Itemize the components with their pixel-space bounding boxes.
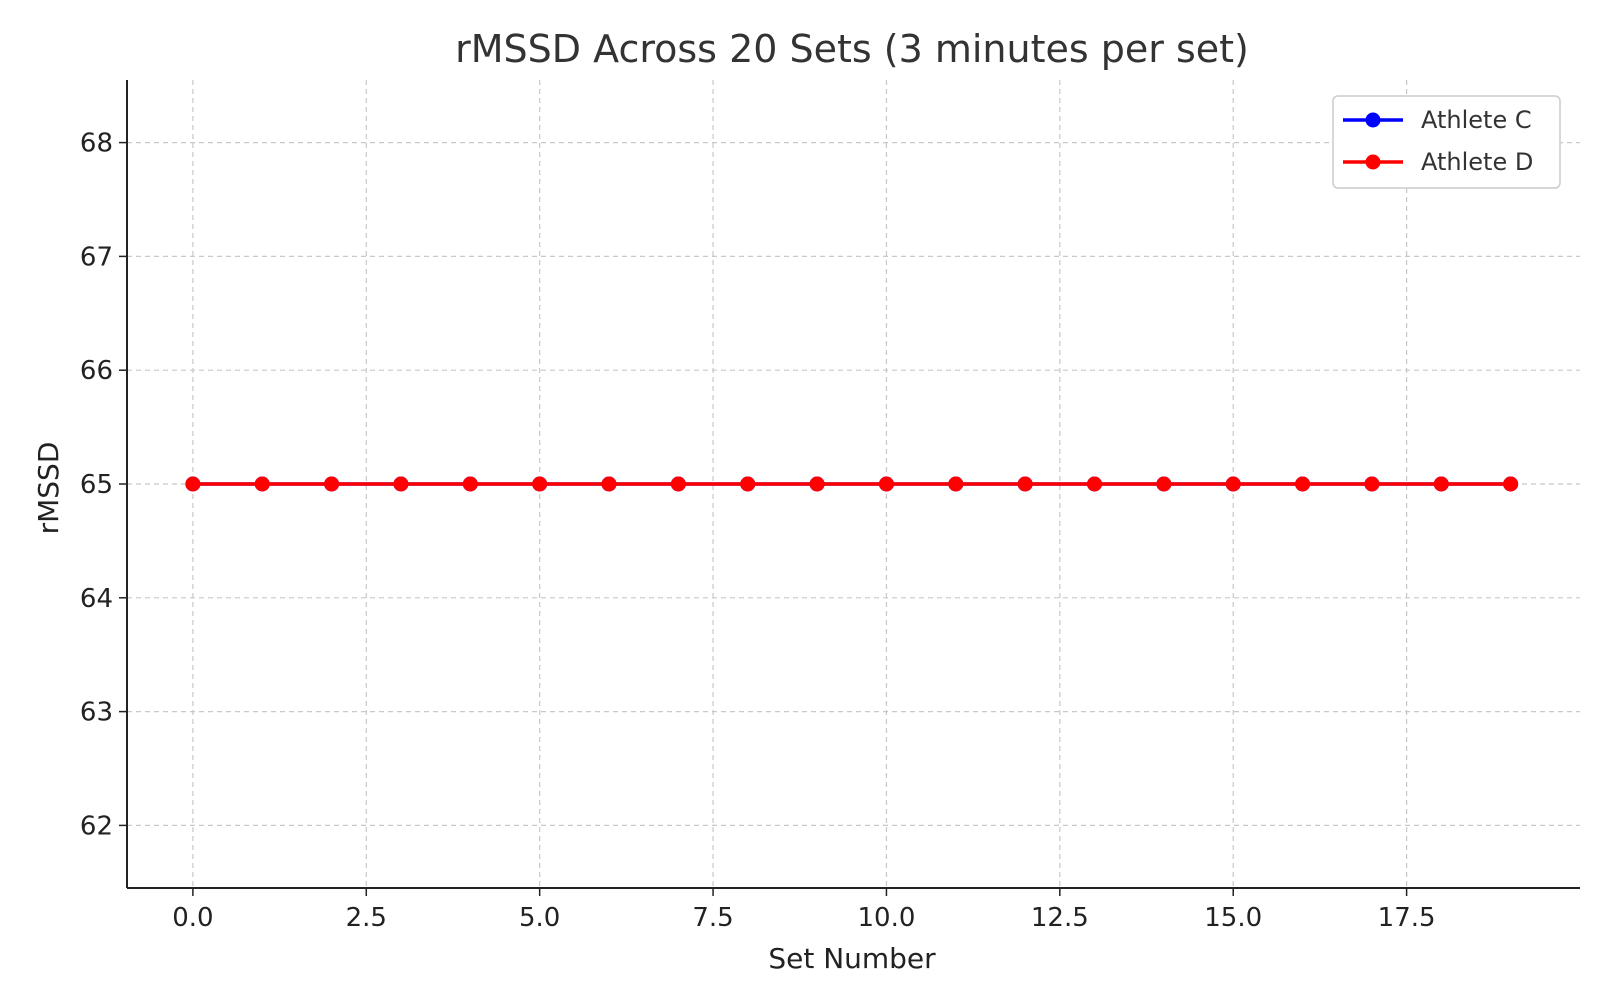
data-point-athlete-d <box>1364 476 1380 492</box>
legend-item-athlete-d: Athlete D <box>1343 148 1533 176</box>
series-athlete-d <box>185 476 1519 492</box>
data-point-athlete-d <box>462 476 478 492</box>
x-tick-label: 10.0 <box>857 903 915 933</box>
data-point-athlete-d <box>1156 476 1172 492</box>
data-point-athlete-d <box>1295 476 1311 492</box>
data-point-athlete-d <box>532 476 548 492</box>
x-tick-label: 7.5 <box>692 903 733 933</box>
x-axis-label: Set Number <box>768 942 936 975</box>
legend-marker-athlete-c <box>1365 112 1381 128</box>
data-point-athlete-d <box>1087 476 1103 492</box>
legend: Athlete C Athlete D <box>1332 95 1561 189</box>
x-tick-label: 12.5 <box>1031 903 1089 933</box>
y-tick-label: 63 <box>80 698 113 728</box>
x-tick-label: 5.0 <box>519 903 560 933</box>
data-point-athlete-d <box>393 476 409 492</box>
series-layer <box>185 476 1519 492</box>
data-point-athlete-d <box>948 476 964 492</box>
y-tick-label: 64 <box>80 584 113 614</box>
legend-label-athlete-d: Athlete D <box>1421 148 1533 176</box>
data-point-athlete-d <box>185 476 201 492</box>
y-tick-label: 67 <box>80 242 113 272</box>
x-tick-label: 15.0 <box>1204 903 1262 933</box>
data-point-athlete-d <box>809 476 825 492</box>
y-tick-label: 68 <box>80 129 113 159</box>
y-axis-label: rMSSD <box>32 442 65 535</box>
legend-item-athlete-c: Athlete C <box>1343 106 1532 134</box>
y-tick-label: 65 <box>80 470 113 500</box>
data-point-athlete-d <box>1503 476 1519 492</box>
y-tick-label: 66 <box>80 356 113 386</box>
data-point-athlete-d <box>324 476 340 492</box>
legend-label-athlete-c: Athlete C <box>1421 106 1532 134</box>
x-tick-label: 2.5 <box>346 903 387 933</box>
ticks: 0.0 2.5 5.0 7.5 10.0 12.5 15.0 17.5 62 63 64 65 66 67… <box>80 129 1436 933</box>
data-point-athlete-d <box>1433 476 1449 492</box>
chart-title: rMSSD Across 20 Sets (3 minutes per set) <box>455 27 1249 71</box>
legend-marker-athlete-d <box>1365 154 1381 170</box>
data-point-athlete-d <box>1017 476 1033 492</box>
data-point-athlete-d <box>740 476 756 492</box>
x-tick-label: 0.0 <box>172 903 213 933</box>
data-point-athlete-d <box>878 476 894 492</box>
x-tick-label: 17.5 <box>1378 903 1436 933</box>
data-point-athlete-d <box>1225 476 1241 492</box>
data-point-athlete-d <box>254 476 270 492</box>
y-tick-label: 62 <box>80 811 113 841</box>
data-point-athlete-d <box>670 476 686 492</box>
data-point-athlete-d <box>601 476 617 492</box>
